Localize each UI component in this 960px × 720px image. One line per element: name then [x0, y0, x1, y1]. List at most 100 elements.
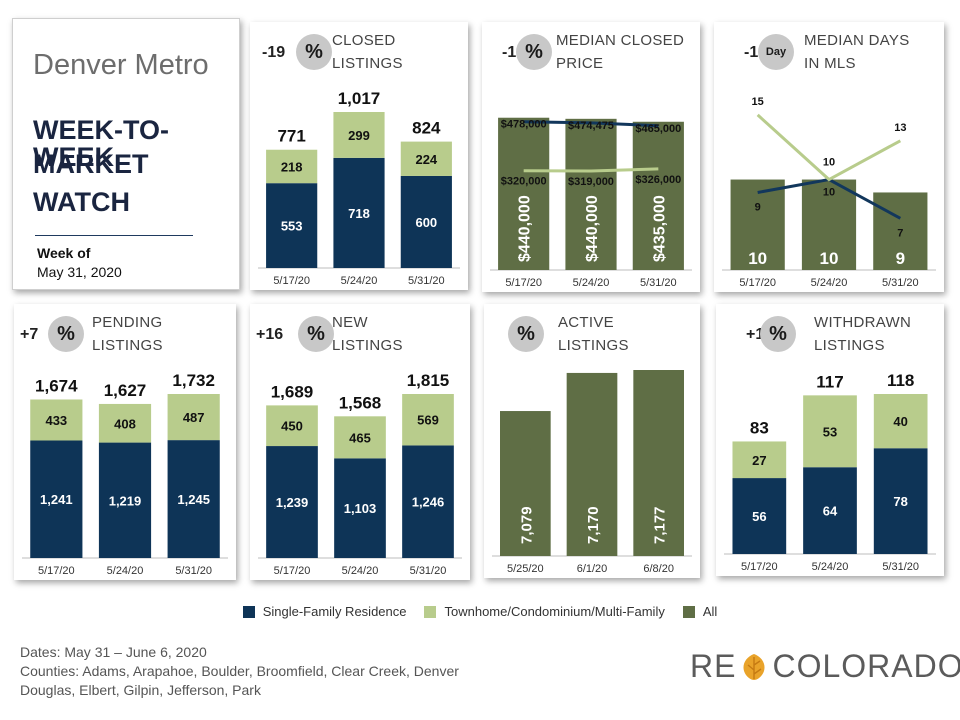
bar-label-sfr: 78 — [893, 494, 907, 509]
line-townhome — [756, 113, 902, 182]
new-delta: +16 — [256, 326, 284, 343]
bar-value-label: 7,079 — [518, 506, 535, 544]
withdrawn-delta: +1 — [746, 326, 765, 343]
bar-all — [500, 411, 551, 556]
x-tick-label: 5/17/20 — [38, 565, 75, 577]
bar-townhome — [333, 112, 385, 158]
legend-label-sfr: Single-Family Residence — [262, 604, 407, 619]
recolorado-logo: RE COLORADO ® — [690, 648, 960, 685]
bar-all — [633, 370, 684, 556]
legend-label-all: All — [702, 604, 718, 619]
x-tick-label: 5/31/20 — [410, 565, 447, 577]
bar-label-townhome: 40 — [893, 414, 907, 429]
aspen-leaf-icon — [743, 653, 765, 680]
chart-legend: Single-Family Residence Townhome/Condomi… — [0, 604, 960, 619]
bar-value-label: 7,177 — [652, 506, 669, 544]
line-point-label: $478,000 — [501, 119, 547, 131]
x-tick-label: 5/31/20 — [408, 275, 445, 287]
panel-closed: -19% CLOSED LISTINGS 5/17/20 5/24/20 5/31/20 5… — [250, 22, 468, 290]
bar-label-sfr: 718 — [348, 206, 370, 221]
bar-townhome — [873, 394, 928, 449]
bar-label-sfr: 1,239 — [276, 495, 309, 510]
legend-item-sfr: Single-Family Residence — [242, 604, 407, 619]
closed-chart: 5/17/20 5/24/20 5/31/20 553 218 771 718 299 1,01… — [258, 89, 460, 287]
active-title: ACTIVE LISTINGS — [558, 312, 629, 357]
withdrawn-title-line-2: LISTINGS — [814, 336, 885, 354]
bar-value-label: 7,170 — [585, 506, 602, 544]
bar-value-label: $435,000 — [651, 195, 668, 262]
pending-delta: +7 — [20, 326, 39, 343]
logo-text-left: RE — [690, 648, 737, 684]
bar-sfr — [333, 157, 385, 268]
bar-all — [730, 179, 785, 270]
bar-value-label: $440,000 — [517, 195, 534, 262]
new-title: NEW LISTINGS — [332, 312, 403, 357]
legend-swatch-sfr — [242, 605, 255, 618]
new-title-line-1: NEW — [332, 314, 368, 331]
panel-median-price: -1% MEDIAN CLOSED PRICE 5/17/20 5/24/20 5/31/… — [482, 22, 700, 292]
bar-townhome — [167, 394, 220, 441]
line-point-label: 7 — [897, 227, 903, 239]
bar-label-sfr: 1,219 — [109, 493, 142, 508]
bar-total-label: 1,627 — [104, 381, 147, 400]
bar-total-label: 1,674 — [35, 376, 78, 395]
bar-all — [566, 372, 618, 556]
bar-label-sfr: 1,241 — [40, 492, 73, 507]
bar-total-label: 771 — [277, 127, 305, 146]
closed-title: CLOSED LISTINGS — [332, 30, 403, 75]
week-of-label: Week of — [37, 245, 91, 261]
median-days-delta: -1 — [744, 44, 759, 61]
bar-townhome — [400, 141, 452, 176]
panel-active: 0%ACTIVELISTINGS5/25/206/1/206/8/207,079… — [484, 304, 700, 578]
x-tick-label: 6/8/20 — [643, 563, 674, 575]
bar-label-sfr: 553 — [281, 219, 303, 234]
bar-total-label: 1,732 — [172, 371, 215, 390]
x-tick-label: 5/31/20 — [882, 277, 919, 289]
region-title: Denver Metro — [33, 49, 209, 81]
bar-townhome — [334, 416, 386, 459]
bar-total-label: 1,815 — [407, 371, 450, 390]
median-days-title: MEDIAN DAYS IN MLS — [804, 30, 910, 75]
footer-counties-line-1: Counties: Adams, Arapahoe, Boulder, Broo… — [20, 663, 459, 679]
bar-total-label: 83 — [750, 418, 769, 437]
median-price-title-line-2: PRICE — [556, 54, 604, 72]
bar-all — [873, 192, 928, 270]
closed-title-line-1: CLOSED — [332, 32, 396, 49]
footer-dates: Dates: May 31 – June 6, 2020 — [20, 644, 207, 660]
bar-all — [801, 179, 857, 270]
panel-new: +16% NEW LISTINGS 5/17/20 5/24/20 5/31/20 1,23… — [250, 304, 470, 580]
x-tick-label: 5/24/20 — [107, 565, 144, 577]
line-townhome — [523, 167, 659, 173]
line-point-label: 15 — [752, 96, 764, 108]
bar-sfr — [732, 478, 787, 554]
median-price-title: MEDIAN CLOSED PRICE — [556, 30, 684, 75]
line-point-label: $474,475 — [568, 120, 614, 132]
legend-swatch-townhome — [424, 605, 437, 618]
bar-label-townhome: 299 — [348, 128, 370, 143]
withdrawn-title: WITHDRAWN LISTINGS — [814, 312, 911, 357]
title-panel: Denver Metro WEEK-TO-WEEK MARKET WATCH W… — [12, 18, 240, 290]
bar-sfr — [402, 445, 454, 558]
median-days-chart: 5/17/20 5/24/20 5/31/20 10 10 9 9 10 7 15 10 13 — [722, 96, 936, 289]
x-tick-label: 5/24/20 — [573, 277, 610, 289]
bar-all — [498, 117, 550, 271]
x-tick-label: 5/17/20 — [273, 275, 310, 287]
bar-sfr — [30, 440, 83, 558]
closed-unit-badge: % — [296, 34, 332, 70]
bar-sfr — [266, 183, 318, 268]
median-price-chart: 5/17/20 5/24/20 5/31/20 $440,000 $440,000 $43… — [490, 117, 692, 289]
legend-item-all: All — [682, 604, 718, 619]
pending-chart: 5/17/20 5/24/20 5/31/20 1,241 433 1,674 1,219 4… — [22, 371, 228, 577]
x-tick-label: 5/17/20 — [739, 277, 776, 289]
week-of-date: May 31, 2020 — [37, 264, 122, 280]
active-unit-badge: % — [508, 316, 544, 352]
line-point-label: 9 — [755, 201, 761, 213]
active-title-line-2: LISTINGS — [558, 336, 629, 354]
bar-sfr — [98, 442, 152, 558]
headline-line-3: WATCH — [33, 187, 130, 217]
x-tick-label: 5/31/20 — [640, 277, 677, 289]
pending-title-line-2: LISTINGS — [92, 336, 163, 354]
median-days-title-line-1: MEDIAN DAYS — [804, 32, 910, 49]
bar-label-townhome: 224 — [415, 152, 437, 167]
line-point-label: 10 — [823, 157, 835, 169]
